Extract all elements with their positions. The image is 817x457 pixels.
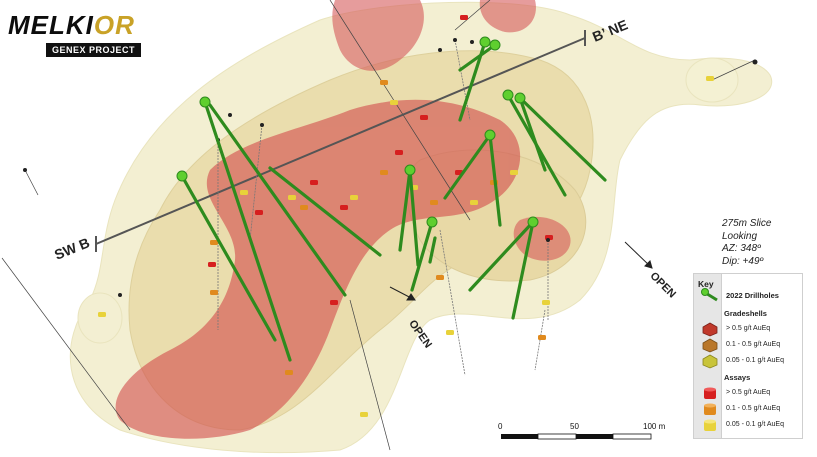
- legend-assay-high-label: > 0.5 g/t AuEq: [726, 389, 771, 396]
- legend-gradeshell-high-label: > 0.5 g/t AuEq: [726, 325, 771, 332]
- project-name: GENEX PROJECT: [46, 43, 142, 57]
- legend-drillholes-label: 2022 Drillholes: [726, 291, 779, 300]
- legend-gradeshell-low-label: 0.05 - 0.1 g/t AuEq: [726, 357, 784, 364]
- azimuth: AZ: 348º: [722, 243, 761, 254]
- logo-wordmark: MELKIOR: [8, 10, 135, 40]
- assay-mid-icon: [704, 403, 716, 415]
- scale-label-0: 0: [498, 422, 503, 431]
- legend-gradeshell-mid-label: 0.1 - 0.5 g/t AuEq: [726, 341, 781, 348]
- gradeshell-mid-icon: [702, 338, 718, 353]
- legend-gradeshell-low: 0.05 - 0.1 g/t AuEq: [696, 354, 800, 369]
- legend-assays-title: Assays: [724, 373, 751, 382]
- drillholes-2022: [176, 36, 607, 362]
- scale-label-100: 100 m: [643, 422, 666, 431]
- open-arrows: [389, 241, 653, 301]
- section-line: [95, 30, 586, 252]
- scale-label-50: 50: [570, 422, 579, 431]
- scale-bar: [501, 433, 652, 440]
- drillhole-icon: [701, 288, 718, 302]
- gradeshell-low-icon: [702, 354, 718, 369]
- legend-assay-high: > 0.5 g/t AuEq: [696, 386, 800, 401]
- legend-gradeshell-mid: 0.1 - 0.5 g/t AuEq: [696, 338, 800, 353]
- legend: Key 2022 Drillholes Gradeshells > 0.5 g/…: [693, 273, 803, 439]
- legend-assay-mid-label: 0.1 - 0.5 g/t AuEq: [726, 405, 781, 412]
- legend-assay-low: 0.05 - 0.1 g/t AuEq: [696, 418, 800, 433]
- looking-label: Looking: [722, 230, 758, 242]
- legend-gradeshell-high: > 0.5 g/t AuEq: [696, 322, 800, 337]
- legend-drillholes: 2022 Drillholes: [696, 288, 800, 303]
- dip: Dip: +49º: [722, 255, 764, 267]
- melkior-logo: MELKIOR GENEX PROJECT: [8, 10, 158, 58]
- legend-title: Key: [698, 279, 714, 289]
- gradeshell-high-icon: [702, 322, 718, 337]
- assay-markers: [98, 15, 714, 417]
- legend-gradeshells-title: Gradeshells: [724, 309, 767, 318]
- assay-high-icon: [704, 387, 716, 399]
- legend-assay-mid: 0.1 - 0.5 g/t AuEq: [696, 402, 800, 417]
- assay-low-icon: [704, 419, 716, 431]
- reference-lines: [1, 0, 756, 451]
- view-orientation: 275m Slice Looking AZ: 348º Dip: +49º: [722, 218, 771, 268]
- legend-assay-low-label: 0.05 - 0.1 g/t AuEq: [726, 421, 784, 428]
- slice-width: 275m Slice: [722, 218, 772, 229]
